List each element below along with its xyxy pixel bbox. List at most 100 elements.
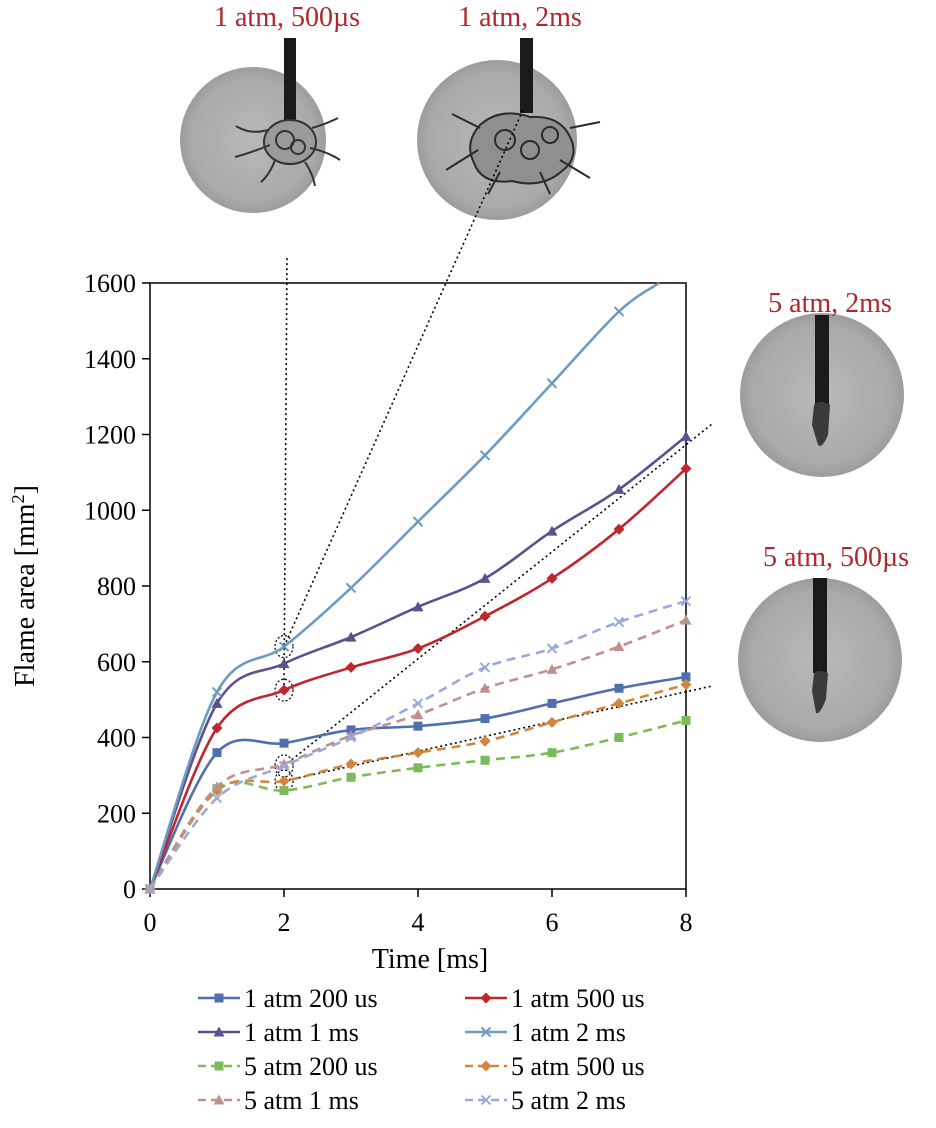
data-point — [681, 672, 691, 682]
data-point — [279, 738, 289, 748]
data-point — [144, 883, 156, 895]
data-point — [546, 643, 558, 654]
data-point — [346, 772, 356, 782]
legend-entry: 5 atm 200 us — [198, 1052, 378, 1081]
data-point — [680, 614, 692, 625]
y-tick-label: 800 — [97, 572, 136, 601]
data-point — [279, 786, 289, 796]
legend-entry: 1 atm 1 ms — [198, 1018, 359, 1047]
x-tick-label: 2 — [278, 908, 291, 937]
data-point — [480, 1060, 492, 1072]
data-point — [546, 663, 558, 674]
y-tick-label: 1600 — [84, 269, 136, 298]
x-tick-label: 4 — [412, 908, 425, 937]
legend-entry: 5 atm 500 us — [465, 1052, 645, 1081]
y-axis-label-end: ] — [10, 485, 41, 494]
data-point — [480, 755, 490, 765]
y-tick-label: 1400 — [84, 345, 136, 374]
data-point — [613, 616, 625, 628]
data-point — [213, 1026, 225, 1037]
data-point — [412, 698, 424, 709]
legend-label: 5 atm 2 ms — [511, 1086, 626, 1115]
data-point — [278, 684, 290, 696]
data-point — [345, 732, 357, 743]
data-point — [479, 735, 491, 747]
x-tick-label: 8 — [680, 908, 693, 937]
data-point — [412, 516, 424, 527]
data-point — [613, 523, 625, 535]
data-point — [480, 992, 492, 1004]
highlight-circle — [274, 678, 294, 702]
data-point — [346, 725, 356, 735]
data-point — [613, 306, 625, 317]
legend-entry: 5 atm 1 ms — [198, 1086, 359, 1115]
series-1-atm-200-us — [145, 672, 691, 894]
data-point — [413, 721, 423, 731]
data-point — [479, 610, 491, 622]
data-point — [412, 642, 424, 654]
data-point — [680, 430, 692, 441]
y-tick-label: 200 — [97, 799, 136, 828]
data-point — [278, 641, 290, 652]
data-point — [479, 572, 491, 583]
legend-entry: 1 atm 2 ms — [465, 1018, 626, 1047]
legend-label: 5 atm 200 us — [244, 1052, 378, 1081]
data-point — [614, 683, 624, 693]
data-point — [680, 463, 692, 475]
image-1atm-500us — [180, 38, 341, 213]
x-axis-label: Time [ms] — [372, 944, 488, 975]
data-point — [278, 760, 290, 772]
data-point — [479, 662, 491, 673]
series-line — [148, 719, 687, 890]
data-point — [412, 601, 424, 612]
legend-label: 5 atm 1 ms — [244, 1086, 359, 1115]
y-axis-label-main: Flame area [mm — [10, 503, 41, 687]
data-point — [547, 698, 557, 708]
series-line — [148, 467, 687, 890]
data-point — [211, 792, 223, 804]
data-point — [479, 682, 491, 693]
y-axis-label: Flame area [mm2] — [8, 485, 41, 687]
data-point — [614, 733, 624, 742]
y-tick-label: 1000 — [84, 496, 136, 525]
legend-label: 1 atm 2 ms — [511, 1018, 626, 1047]
legend-label: 1 atm 500 us — [511, 984, 645, 1013]
y-axis-label-sup: 2 — [8, 494, 28, 503]
data-point — [211, 686, 223, 698]
data-point — [480, 1026, 492, 1038]
data-point — [412, 747, 424, 759]
data-point — [214, 1061, 224, 1071]
data-point — [213, 1094, 225, 1105]
data-point — [613, 483, 625, 494]
plot-frame — [149, 282, 687, 890]
legend-entry: 1 atm 500 us — [465, 984, 645, 1013]
data-point — [278, 658, 290, 669]
series-1-atm-2-ms — [144, 281, 660, 895]
data-point — [613, 641, 625, 652]
image-caption: 1 atm, 2ms — [458, 2, 582, 33]
data-point — [480, 714, 490, 724]
data-point — [345, 758, 357, 770]
y-tick-label: 1200 — [84, 421, 136, 450]
data-point — [547, 748, 557, 758]
leader-line — [283, 423, 713, 767]
x-tick-label: 0 — [144, 908, 157, 937]
leader-line — [283, 685, 713, 782]
data-point — [413, 763, 423, 773]
data-point — [214, 993, 224, 1003]
legend-label: 5 atm 500 us — [511, 1052, 645, 1081]
highlight-circle — [274, 634, 294, 659]
data-point — [345, 661, 357, 673]
legend-entry: 1 atm 200 us — [198, 984, 378, 1013]
series-line — [148, 435, 687, 890]
image-caption: 5 atm, 2ms — [768, 288, 892, 319]
legend-label: 1 atm 1 ms — [244, 1018, 359, 1047]
x-tick-label: 6 — [546, 908, 559, 937]
data-point — [211, 697, 223, 708]
legend-label: 1 atm 200 us — [244, 984, 378, 1013]
legend-entry: 5 atm 2 ms — [465, 1086, 626, 1115]
data-point — [680, 678, 692, 690]
data-point — [212, 748, 222, 758]
